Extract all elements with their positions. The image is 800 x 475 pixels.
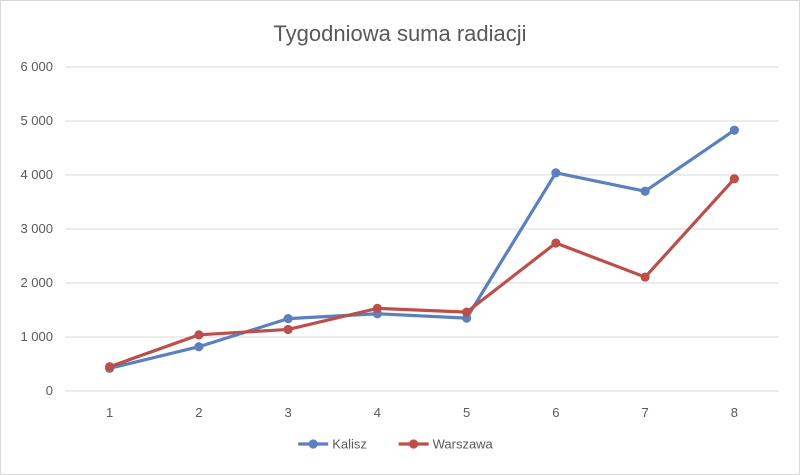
chart-title: Tygodniowa suma radiacji <box>273 21 526 46</box>
data-point <box>551 168 561 178</box>
data-point <box>105 362 115 372</box>
data-point <box>729 125 739 135</box>
x-tick-label: 7 <box>642 405 649 420</box>
data-point <box>462 307 472 317</box>
y-tick-label: 1 000 <box>20 329 53 344</box>
y-tick-label: 5 000 <box>20 113 53 128</box>
series-line <box>108 177 736 369</box>
y-tick-label: 6 000 <box>20 59 53 74</box>
data-point <box>729 174 739 184</box>
grid-lines <box>65 66 779 392</box>
y-tick-label: 4 000 <box>20 167 53 182</box>
data-point <box>194 342 204 352</box>
series-lines <box>105 125 739 373</box>
data-point <box>372 303 382 313</box>
y-axis-tick-labels: 0 1 000 2 000 3 000 4 000 5 000 6 000 <box>20 59 53 398</box>
x-tick-label: 4 <box>374 405 381 420</box>
legend-item-kalisz: Kalisz <box>298 437 367 452</box>
legend-marker <box>308 439 318 449</box>
legend-label: Kalisz <box>332 437 367 452</box>
x-tick-label: 3 <box>285 405 292 420</box>
data-point <box>283 324 293 335</box>
x-tick-label: 6 <box>552 405 559 420</box>
legend-marker <box>409 439 419 449</box>
legend: Kalisz Warszawa <box>298 437 494 452</box>
legend-label: Warszawa <box>433 437 494 452</box>
data-point <box>640 272 650 282</box>
x-tick-label: 1 <box>106 405 113 420</box>
y-tick-label: 2 000 <box>20 275 53 290</box>
x-tick-label: 8 <box>731 405 738 420</box>
series-warszawa <box>105 174 739 372</box>
data-point <box>640 186 650 196</box>
x-axis-tick-labels: 1 2 3 4 5 6 7 8 <box>106 405 738 420</box>
y-tick-label: 0 <box>46 383 53 398</box>
x-tick-label: 2 <box>195 405 202 420</box>
series-line <box>108 128 736 370</box>
y-tick-label: 3 000 <box>20 221 53 236</box>
legend-item-warszawa: Warszawa <box>398 437 494 452</box>
data-point <box>194 330 204 340</box>
data-point <box>551 238 561 248</box>
data-point <box>283 314 293 324</box>
x-tick-label: 5 <box>463 405 470 420</box>
